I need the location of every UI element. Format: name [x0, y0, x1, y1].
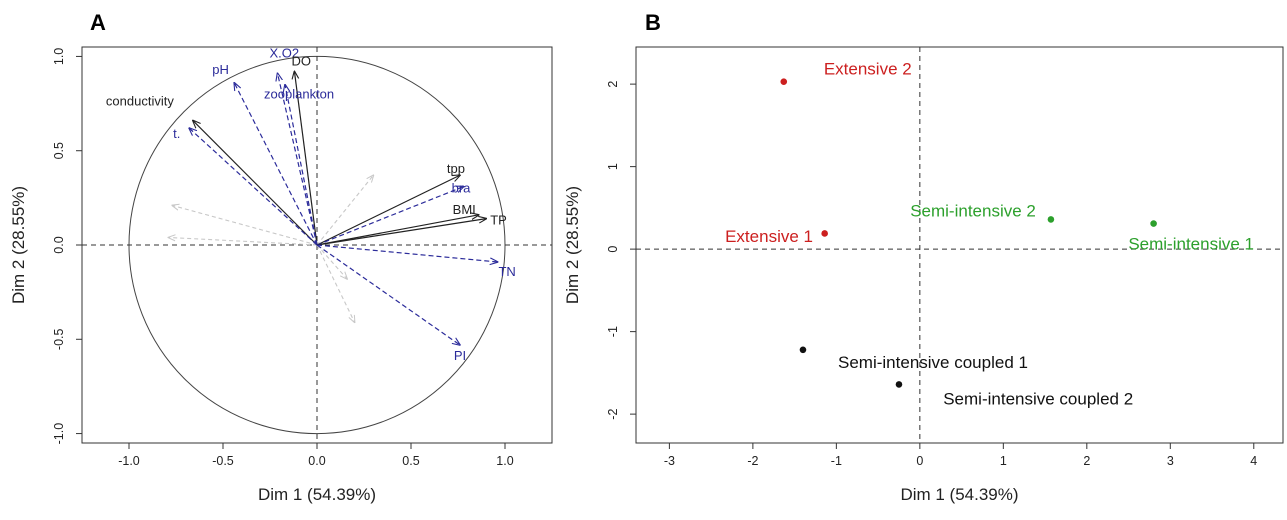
variable-label-do: DO — [291, 54, 311, 69]
variable-arrow-tp — [316, 219, 486, 246]
panel-b-x-tick-label: 3 — [1167, 454, 1174, 468]
variable-arrow-zooplankton — [285, 85, 318, 246]
panel-b-y-tick-label: -2 — [606, 409, 620, 420]
variable-label-zooplankton: zooplankton — [264, 87, 334, 102]
panel-a-y-tick-label: -0.5 — [52, 328, 66, 350]
panel-a-x-tick-label: 1.0 — [496, 454, 513, 468]
variable-label-x-o2: X.O2 — [270, 45, 300, 60]
panel-b-y-tick-label: 1 — [606, 163, 620, 170]
point-extensive-1 — [821, 230, 828, 237]
point-label-extensive-1: Extensive 1 — [725, 227, 813, 246]
variable-arrow-tn — [316, 244, 497, 262]
panel-b-y-axis-title: Dim 2 (28.55%) — [563, 186, 582, 304]
point-extensive-2 — [780, 78, 788, 85]
point-semi-intensive-2 — [1047, 216, 1055, 223]
point-label-semi-intensive-coupled-1: Semi-intensive coupled 1 — [838, 353, 1028, 372]
panel-a-y-tick-label: -1.0 — [52, 423, 66, 445]
panel-b-x-tick-label: -3 — [664, 454, 675, 468]
panel-a-y-axis-title: Dim 2 (28.55%) — [9, 186, 28, 304]
variable-arrow-conductivity — [193, 121, 318, 246]
variable-arrow-bmi — [316, 215, 479, 246]
variable-arrow-bra — [316, 187, 464, 246]
variable-label-bmi: BMI — [453, 202, 476, 217]
variable-label-ph: pH — [212, 62, 229, 77]
panel-b-x-tick-label: -2 — [747, 454, 758, 468]
panel-b-y-tick-label: 0 — [606, 246, 620, 253]
panel-b-letter: B — [645, 10, 661, 35]
panel-b-plot-frame — [635, 46, 1284, 444]
variable-label-tpp: tpp — [447, 161, 465, 176]
panel-b-x-tick-label: 2 — [1083, 454, 1090, 468]
panel-a-letter: A — [90, 10, 106, 35]
panel-a-x-axis-title: Dim 1 (54.39%) — [258, 485, 376, 504]
panel-b-x-tick-label: 4 — [1250, 454, 1257, 468]
point-semi-intensive-coupled-1 — [799, 346, 807, 354]
panel-a-correlation-circle: A -1.0 -0.5 0.0 0.5 1.0 -1.0 -0.5 0.0 0.5 1.0 Dim 1… — [9, 10, 553, 504]
panel-a-x-tick-label: 0.0 — [308, 454, 325, 468]
panel-b-x-tick-label: 0 — [916, 454, 923, 468]
variable-label-t: t. — [173, 126, 180, 141]
panel-b-x-tick-label: -1 — [831, 454, 842, 468]
variable-label-conductivity: conductivity — [106, 94, 174, 109]
variable-label-pi: PI — [454, 348, 466, 363]
panel-a-y-tick-label: 0.0 — [52, 236, 66, 253]
point-label-semi-intensive-coupled-2: Semi-intensive coupled 2 — [943, 389, 1133, 408]
ghost-variable-arrow — [172, 205, 318, 246]
ghost-variable-arrow — [316, 175, 373, 246]
point-label-extensive-2: Extensive 2 — [824, 59, 912, 78]
panel-a-x-tick-label: -0.5 — [212, 454, 234, 468]
point-label-semi-intensive-2: Semi-intensive 2 — [910, 201, 1036, 220]
variable-arrow-t — [189, 128, 318, 246]
variable-arrow-tpp — [316, 175, 460, 246]
variable-arrow-do — [294, 72, 318, 246]
panel-a-y-tick-label: 0.5 — [52, 142, 66, 159]
point-semi-intensive-1 — [1150, 220, 1157, 227]
panel-a-x-tick-label: 0.5 — [402, 454, 419, 468]
variable-label-tn: TN — [498, 264, 515, 279]
panel-b-x-axis-title: Dim 1 (54.39%) — [900, 485, 1018, 504]
variable-arrow-pi — [316, 244, 460, 345]
variable-label-tp: TP — [490, 213, 507, 228]
variable-label-bra: bra — [452, 181, 472, 196]
panel-a-x-tick-label: -1.0 — [118, 454, 140, 468]
panel-a-y-tick-label: 1.0 — [52, 48, 66, 65]
ghost-variable-arrow — [168, 237, 318, 246]
variable-arrow-ph — [234, 83, 318, 246]
ghost-variable-arrow — [316, 244, 347, 279]
point-semi-intensive-coupled-2 — [895, 381, 903, 388]
point-label-semi-intensive-1: Semi-intensive 1 — [1128, 234, 1254, 253]
panel-b-individuals-map: B -3 -2 -1 0 1 2 3 4 -2 -1 0 1 2 Dim 1 (54.39%) Dim 2 (… — [563, 10, 1284, 504]
panel-b-y-tick-label: 2 — [606, 81, 620, 88]
ghost-variable-arrow — [316, 244, 355, 322]
panel-b-y-tick-label: -1 — [606, 326, 620, 337]
panel-b-x-tick-label: 1 — [1000, 454, 1007, 468]
variable-arrow-x-o2 — [278, 73, 318, 246]
